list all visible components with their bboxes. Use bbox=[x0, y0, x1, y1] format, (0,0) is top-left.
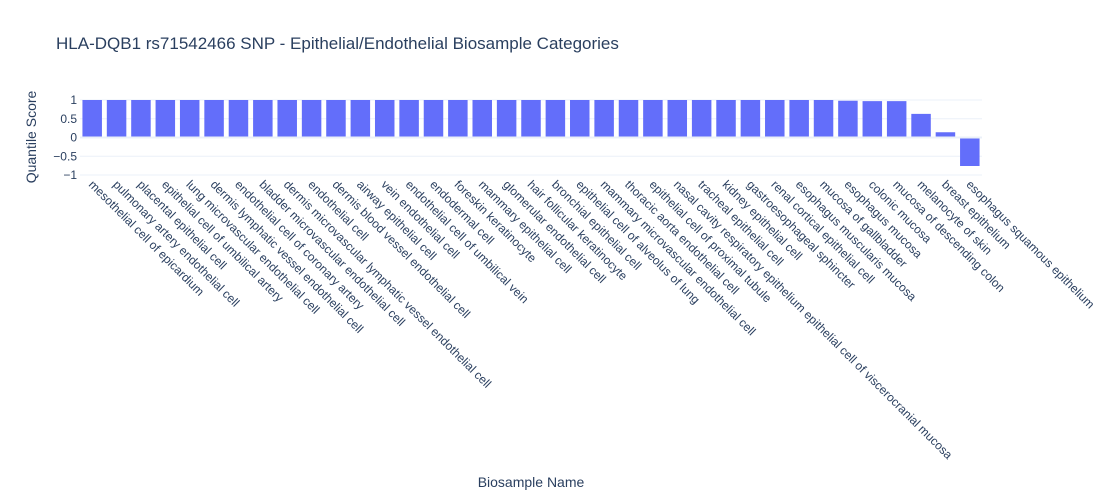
bar-15[interactable] bbox=[448, 100, 468, 138]
bar-22[interactable] bbox=[618, 100, 639, 138]
bar-25[interactable] bbox=[691, 100, 712, 138]
bar-33[interactable] bbox=[886, 101, 907, 138]
y-tick-label-0: 1 bbox=[70, 93, 77, 107]
bar-11[interactable] bbox=[350, 100, 371, 138]
bar-7[interactable] bbox=[253, 100, 273, 138]
y-axis-title: Quantile Score bbox=[23, 90, 39, 183]
y-tick-label-2: 0 bbox=[70, 131, 77, 145]
bar-35[interactable] bbox=[935, 132, 956, 138]
bar-21[interactable] bbox=[594, 100, 614, 138]
bar-0[interactable] bbox=[82, 100, 102, 138]
chart-title: HLA-DQB1 rs71542466 SNP - Epithelial/End… bbox=[56, 34, 619, 53]
bar-5[interactable] bbox=[204, 100, 224, 138]
y-tick-label-3: −0.5 bbox=[53, 149, 77, 163]
bar-26[interactable] bbox=[716, 100, 736, 138]
y-axis-ticks: 1 0.5 0 −0.5 −1 bbox=[53, 93, 77, 182]
bar-10[interactable] bbox=[326, 100, 346, 138]
bar-8[interactable] bbox=[277, 100, 297, 138]
bar-23[interactable] bbox=[643, 100, 663, 138]
bar-29[interactable] bbox=[789, 100, 809, 138]
bar-27[interactable] bbox=[740, 100, 761, 138]
bar-2[interactable] bbox=[131, 100, 151, 138]
bar-6[interactable] bbox=[228, 100, 249, 138]
bar-19[interactable] bbox=[545, 100, 566, 138]
bars bbox=[82, 100, 980, 167]
bar-13[interactable] bbox=[399, 100, 419, 138]
bar-18[interactable] bbox=[521, 100, 541, 138]
bar-9[interactable] bbox=[301, 100, 322, 138]
bar-28[interactable] bbox=[765, 100, 785, 138]
bar-3[interactable] bbox=[155, 100, 176, 138]
bar-34[interactable] bbox=[911, 113, 931, 138]
bar-20[interactable] bbox=[570, 100, 590, 138]
bar-30[interactable] bbox=[813, 100, 834, 138]
bar-36[interactable] bbox=[960, 137, 980, 167]
bar-14[interactable] bbox=[423, 100, 444, 138]
bar-4[interactable] bbox=[179, 100, 200, 138]
bar-17[interactable] bbox=[496, 100, 517, 138]
y-tick-label-4: −1 bbox=[63, 168, 77, 182]
bar-24[interactable] bbox=[667, 100, 688, 138]
x-axis-title: Biosample Name bbox=[478, 474, 585, 490]
bar-31[interactable] bbox=[838, 100, 858, 138]
bar-16[interactable] bbox=[472, 100, 492, 138]
bar-32[interactable] bbox=[862, 101, 883, 138]
bar-12[interactable] bbox=[374, 100, 395, 138]
bar-1[interactable] bbox=[106, 100, 127, 138]
y-tick-label-1: 0.5 bbox=[60, 112, 77, 126]
x-axis-ticks: mesothelial cell of epicardiumpulmonary … bbox=[86, 177, 1098, 462]
